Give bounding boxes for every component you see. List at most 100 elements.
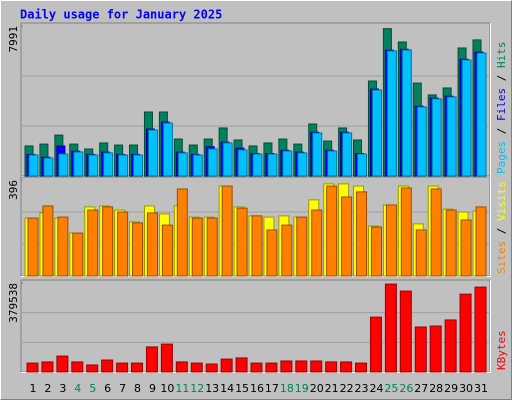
bar: [88, 154, 99, 177]
bar: [43, 157, 54, 177]
bar: [401, 49, 412, 177]
x-tick-label: 3: [59, 382, 66, 395]
bar: [297, 152, 308, 177]
bar: [311, 209, 323, 277]
legend-entry: Sites: [495, 241, 508, 274]
x-tick-label: 31: [474, 382, 488, 395]
bar: [192, 154, 203, 177]
bar: [475, 206, 487, 277]
legend-entry: Pages: [495, 141, 508, 174]
x-tick-label: 2: [44, 382, 51, 395]
bar: [220, 358, 233, 373]
bar: [312, 132, 323, 177]
bar: [281, 224, 293, 277]
bar: [205, 363, 218, 373]
bar: [118, 154, 129, 177]
bar: [102, 206, 114, 277]
bar: [71, 361, 84, 373]
bar: [280, 360, 293, 373]
x-tick-label: 1: [30, 382, 37, 395]
bar: [444, 319, 457, 373]
bar: [266, 229, 278, 277]
bar: [117, 211, 129, 277]
x-tick-label: 20: [310, 382, 324, 395]
bar: [103, 152, 114, 177]
bar: [459, 293, 472, 373]
y-tick-label: 396: [7, 180, 20, 200]
legend-entry: Hits: [495, 42, 508, 69]
x-tick-label: 15: [235, 382, 249, 395]
bar: [251, 215, 263, 277]
bar: [207, 148, 218, 177]
bar: [310, 360, 323, 373]
x-tick-label: 16: [250, 382, 264, 395]
bar: [162, 122, 173, 177]
x-tick-label: 26: [399, 382, 413, 395]
x-tick-label: 18: [280, 382, 294, 395]
bar: [340, 361, 353, 373]
bar: [101, 359, 114, 373]
bar: [267, 153, 278, 177]
bar: [147, 129, 158, 177]
bar: [177, 152, 188, 177]
bar: [236, 207, 248, 277]
y-tick-label: 379538: [7, 283, 20, 323]
bar: [356, 191, 368, 277]
bar: [87, 209, 99, 277]
x-tick-label: 9: [149, 382, 156, 395]
chart-title: Daily usage for January 2025: [20, 8, 222, 22]
bar: [131, 362, 144, 373]
bar: [416, 106, 427, 177]
bar: [250, 362, 263, 373]
bar: [252, 153, 263, 177]
legend: Pages / Files / Hits: [495, 42, 508, 175]
bar: [42, 205, 54, 277]
bar: [295, 360, 308, 373]
x-tick-label: 4: [74, 382, 81, 395]
bar: [370, 226, 382, 277]
bar: [282, 150, 293, 177]
x-tick-label: 27: [414, 382, 428, 395]
bar: [191, 217, 203, 277]
bar: [399, 290, 412, 373]
bar: [386, 50, 397, 177]
x-tick-label: 30: [459, 382, 473, 395]
bar: [325, 361, 338, 373]
x-tick-label: 7: [119, 382, 126, 395]
bar: [474, 286, 487, 373]
legend: Sites / Visits: [495, 181, 508, 274]
x-tick-label: 29: [444, 382, 458, 395]
legend-separator: /: [495, 221, 508, 241]
x-tick-label: 11: [175, 382, 189, 395]
bar: [429, 325, 442, 373]
bar: [190, 362, 203, 373]
bar: [431, 98, 442, 177]
legend-entry: Visits: [495, 181, 508, 221]
bar: [222, 142, 233, 177]
bar: [146, 212, 158, 277]
bar: [400, 187, 412, 277]
bar: [476, 52, 487, 177]
bar: [72, 232, 84, 277]
bar: [414, 326, 427, 373]
x-tick-label: 14: [220, 382, 234, 395]
x-tick-label: 28: [429, 382, 443, 395]
bar: [342, 132, 353, 177]
bar: [235, 357, 248, 373]
bar: [326, 185, 338, 277]
bar: [265, 362, 278, 373]
bar: [430, 188, 442, 277]
bar: [445, 209, 457, 277]
bar: [327, 150, 338, 177]
bar: [86, 364, 99, 373]
bar: [371, 89, 382, 177]
x-tick-label: 21: [325, 382, 339, 395]
legend-entry: KBytes: [495, 330, 508, 370]
bar: [385, 204, 397, 277]
bar: [415, 229, 427, 277]
x-tick-label: 12: [190, 382, 204, 395]
legend: KBytes: [495, 330, 508, 370]
bar: [73, 151, 84, 177]
